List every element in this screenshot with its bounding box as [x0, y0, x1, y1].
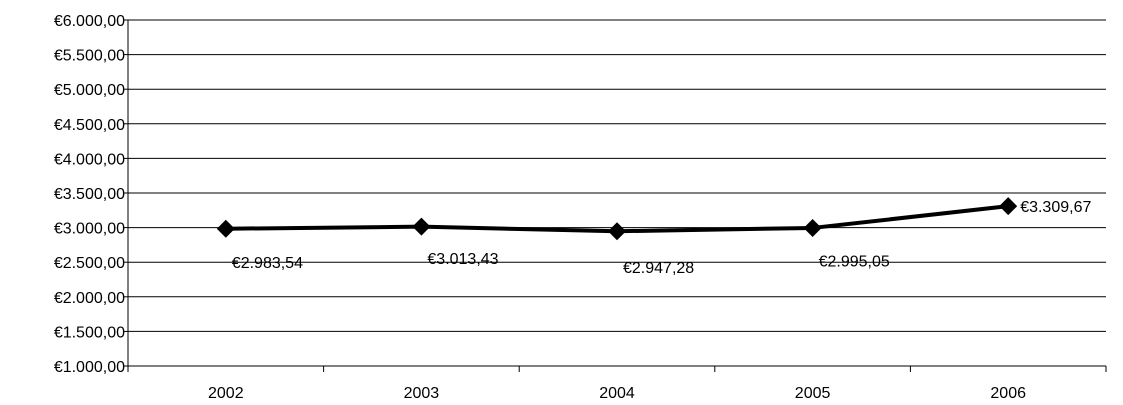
y-tick-label: €4.500,00	[54, 117, 125, 134]
x-tick-label: 2003	[404, 385, 440, 402]
y-tick-label: €6.000,00	[54, 13, 125, 30]
y-tick-label: €5.500,00	[54, 48, 125, 65]
y-tick-label: €3.000,00	[54, 221, 125, 238]
x-axis-ticks: 2002 2003 2004 2005 2006	[127, 366, 1107, 402]
series	[216, 197, 1018, 241]
y-tick-label: €2.000,00	[54, 290, 125, 307]
data-point-marker	[608, 222, 626, 241]
y-tick-label: €1.500,00	[54, 324, 125, 341]
gridlines	[128, 19, 1106, 332]
y-tick-label: €3.500,00	[54, 186, 125, 203]
x-tick-label: 2004	[599, 385, 635, 402]
y-tick-label: €5.000,00	[54, 82, 125, 99]
data-label: €3.013,43	[427, 251, 498, 268]
data-point-marker	[412, 217, 431, 236]
data-point-marker	[803, 218, 822, 237]
data-labels: €2.983,54 €3.013,43 €2.947,28 €2.995,05 €3.3…	[232, 199, 1092, 277]
x-tick-label: 2006	[990, 385, 1026, 402]
y-axis-ticks: €1.000,00 €1.500,00 €2.000,00 €2.500,00 €3.0…	[54, 13, 128, 376]
x-tick-label: 2002	[208, 385, 244, 402]
data-point-marker	[216, 219, 235, 238]
data-point-marker	[999, 197, 1018, 216]
data-label: €2.983,54	[232, 255, 303, 272]
data-label: €3.309,67	[1020, 199, 1091, 216]
data-label: €2.947,28	[623, 260, 694, 277]
data-label: €2.995,05	[819, 254, 890, 271]
y-tick-label: €1.000,00	[54, 359, 125, 376]
y-tick-label: €2.500,00	[54, 255, 125, 272]
x-tick-label: 2005	[795, 385, 831, 402]
y-tick-label: €4.000,00	[54, 151, 125, 168]
